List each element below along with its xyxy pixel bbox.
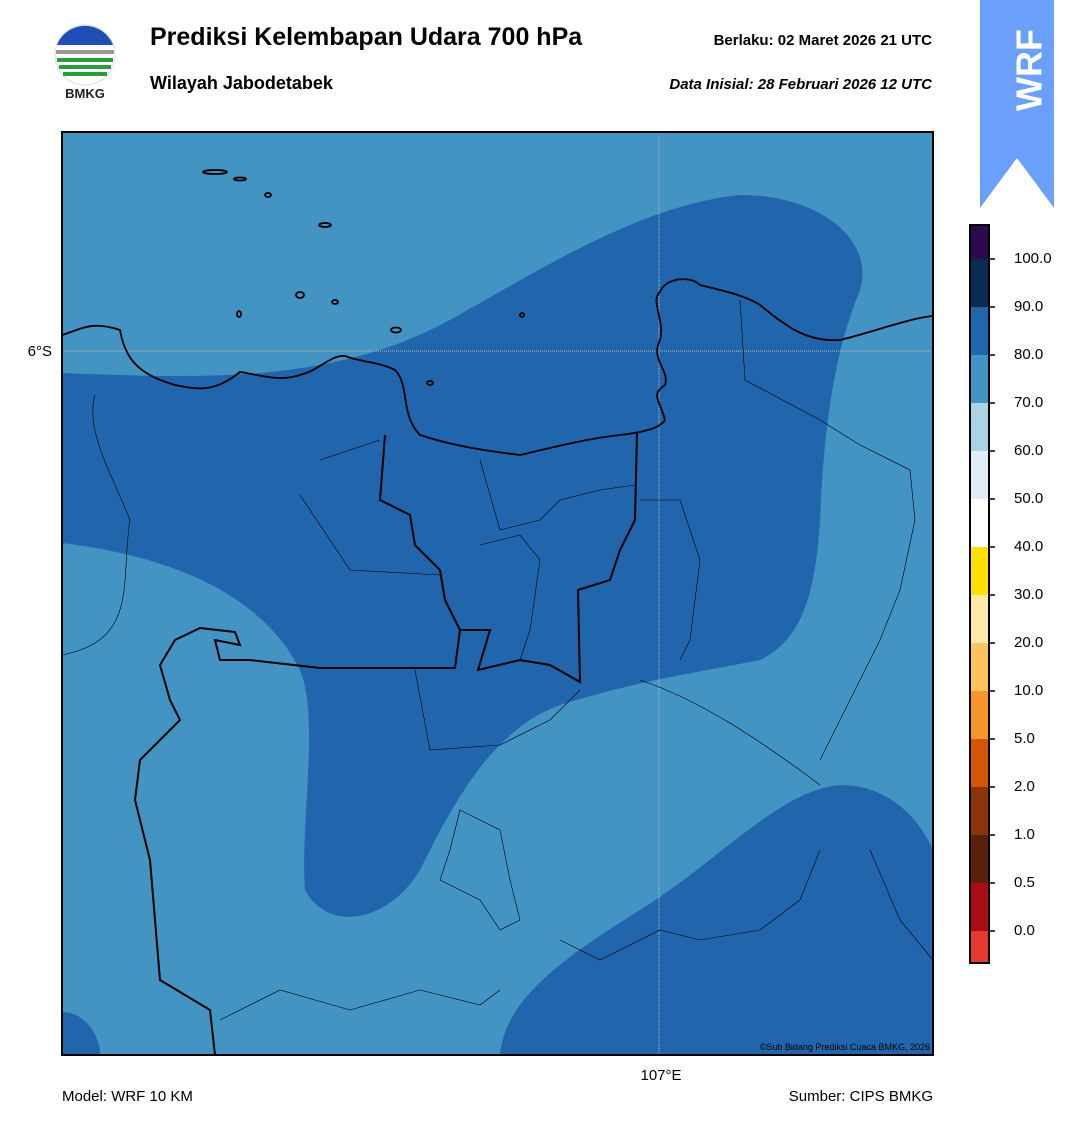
colorbar-segment [970,931,989,963]
coastline [62,169,933,456]
colorbar-label: 10.0 [1014,682,1043,699]
colorbar-label: 0.5 [1014,874,1035,891]
district-borders [62,299,933,1021]
colorbar-label: 5.0 [1014,730,1035,747]
bmkg-logo [54,24,116,86]
subtitle: Wilayah Jabodetabek [150,73,334,93]
province-borders [133,431,638,1055]
colorbar-label: 100.0 [1014,250,1052,267]
colorbar-label: 50.0 [1014,490,1043,507]
colorbar-segment [970,259,989,307]
map-frame [61,131,934,1056]
valid-time: Berlaku: 02 Maret 2026 21 UTC [714,32,933,49]
colorbar-label: 0.0 [1014,922,1035,939]
colorbar-label: 80.0 [1014,346,1043,363]
colorbar-segment [970,225,989,259]
colorbar-segment [970,547,989,595]
footer-source: Sumber: CIPS BMKG [789,1088,933,1105]
colorbar-label: 40.0 [1014,538,1043,555]
colorbar-segment [970,883,989,931]
footer-model: Model: WRF 10 KM [62,1088,193,1105]
title: Prediksi Kelembapan Udara 700 hPa [150,23,583,51]
colorbar-label: 30.0 [1014,586,1043,603]
lat-label: 6°S [28,343,52,360]
colorbar-segment [970,451,989,499]
colorbar-label: 1.0 [1014,826,1035,843]
copyright: ©Sub Bidang Prediksi Cuaca BMKG, 2026 [760,1042,930,1052]
humidity-zone [500,785,933,1055]
colorbar-segment [970,355,989,403]
lon-label: 107°E [640,1067,681,1084]
colorbar-segment [970,691,989,739]
map-area: ©Sub Bidang Prediksi Cuaca BMKG, 2026 [62,132,933,1055]
badge-text: WRF [1009,29,1050,111]
humidity-zone [62,1012,100,1055]
colorbar-segment [970,595,989,643]
colorbar-segment [970,739,989,787]
colorbar-frame [969,224,990,964]
colorbar-label: 90.0 [1014,298,1043,315]
colorbar: 100.0 90.0 80.0 70.0 60.0 50.0 40.0 30.0 20.0 10.… [969,224,1052,964]
wrf-badge [980,0,1054,208]
colorbar-label: 60.0 [1014,442,1043,459]
colorbar-segment [970,403,989,451]
colorbar-label: 2.0 [1014,778,1035,795]
colorbar-segment [970,787,989,835]
logo-text: BMKG [65,86,105,101]
colorbar-segment [970,643,989,691]
colorbar-segment [970,307,989,355]
colorbar-segment [970,499,989,547]
colorbar-segment [970,835,989,883]
colorbar-label: 20.0 [1014,634,1043,651]
colorbar-label: 70.0 [1014,394,1043,411]
init-time: Data Inisial: 28 Februari 2026 12 UTC [669,76,933,93]
